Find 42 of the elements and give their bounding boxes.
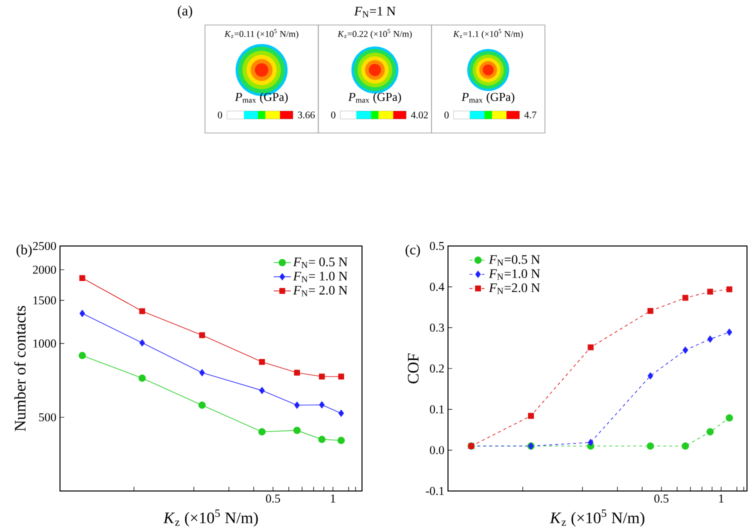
text: (c) [406,244,420,258]
y-tick-label: -0.1 [426,486,444,496]
legend-label: F$_{N}$=1.0 N [488,269,540,280]
legend-label: F$_{N}$= 2.0 N [293,286,348,296]
text: 4.02 [411,112,428,118]
text: K$_{z}$=0.22 (×10$^{5}$ N/m) [338,29,412,39]
y-tick-label: 2500 [33,242,56,250]
legend-label: F$_{N}$= 1.0 N [293,272,348,282]
y-tick-label: 500 [39,413,56,422]
text: (b) [16,244,32,258]
x-axis-title: K$_{z}$ (×10$^{5}$ N/m) [550,510,644,527]
legend-label: F$_{N}$=0.5 N [488,255,540,266]
text: K$_{z}$=1.1 (×10$^{5}$ N/m) [453,29,523,39]
y-tick-label: 0.0 [430,446,444,454]
text: 0 [218,112,222,118]
text: 0 [444,112,449,118]
y-tick-label: 0.4 [430,282,444,291]
legend-label: F$_{N}$=2.0 N [488,283,540,294]
x-tick-label: 0.5 [266,494,280,503]
color-bar-title: P$_{max}$ (GPa) [234,92,288,104]
x-axis-title: K$_{z}$ (×10$^{5}$ N/m) [163,510,258,527]
y-tick-label: 0.5 [430,242,444,250]
text: (a) [178,6,192,18]
x-tick-label: 0.5 [654,494,668,503]
y-tick-label: 0.1 [430,405,444,414]
color-bar-title: P$_{max}$ (GPa) [462,92,514,104]
y-tick-label: 0.2 [430,364,444,373]
y-tick-label: 1500 [34,296,56,304]
y-tick-label: 1000 [34,339,56,348]
y-axis-title: COF [408,354,419,384]
color-bar-title: P$_{max}$ (GPa) [348,92,401,104]
x-tick-label: 1 [719,494,724,502]
y-axis-title: Number of contacts [14,306,26,432]
x-tick-label: 1 [330,494,336,502]
text: 4.7 [524,112,536,118]
y-tick-label: 2000 [33,266,56,274]
y-tick-label: 0.3 [430,324,444,332]
legend-label: F$_{N}$= 0.5 N [293,258,348,268]
text: F$_{N}$=1 N [354,6,396,18]
text: 0 [331,112,336,118]
text: 3.66 [298,112,315,118]
text: K$_{z}$=0.11 (×10$^{5}$ N/m) [224,29,298,39]
